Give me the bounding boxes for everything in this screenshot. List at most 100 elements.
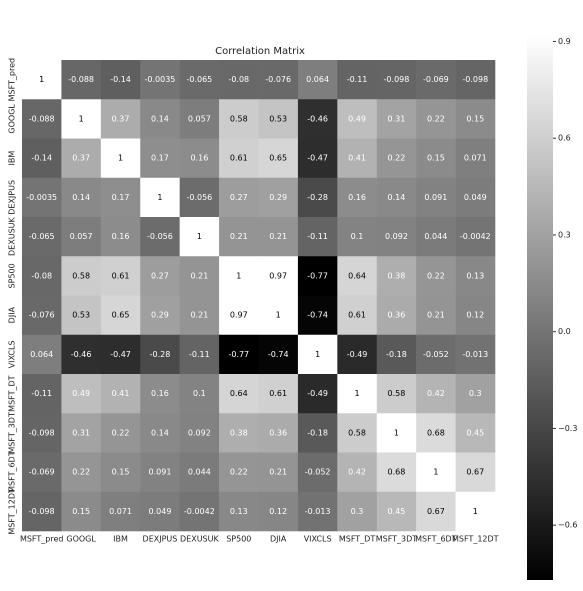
cell-label: 0.61 [348, 311, 366, 320]
heatmap-cell [179, 452, 220, 493]
cell-label: 0.61 [112, 271, 130, 280]
cell-label: 0.21 [269, 468, 287, 477]
heatmap-cell [140, 413, 180, 453]
y-tick-label: GOOGL [8, 104, 17, 134]
cell-label: 1 [433, 468, 438, 477]
cell-label: 0.15 [427, 154, 445, 163]
heatmap-cell [455, 413, 496, 453]
heatmap-cell [337, 138, 378, 179]
cell-label: 0.37 [72, 154, 90, 163]
heatmap-cell [219, 177, 259, 218]
cell-label: 0.22 [427, 271, 445, 280]
heatmap-cell [337, 60, 378, 100]
heatmap-cell [376, 99, 417, 139]
heatmap-cell [455, 60, 496, 100]
cell-label: 0.14 [151, 114, 169, 123]
heatmap-cell [219, 491, 259, 532]
heatmap-cell [337, 256, 378, 296]
heatmap-cell [22, 413, 62, 453]
heatmap-cell [416, 217, 456, 257]
cell-label: -0.14 [110, 75, 131, 84]
y-tick-label: MSFT_3DT [8, 412, 17, 454]
cell-label: -0.056 [186, 193, 212, 202]
cell-label: 0.68 [427, 428, 445, 437]
heatmap-cell [416, 60, 456, 100]
heatmap-cell [61, 217, 102, 257]
cell-label: -0.076 [29, 311, 55, 320]
heatmap-cell [416, 99, 456, 139]
heatmap-cell [258, 99, 299, 139]
cell-label: 0.49 [348, 114, 366, 123]
heatmap-cell [179, 60, 220, 100]
heatmap-cell [219, 334, 259, 375]
cell-label: 0.58 [72, 271, 90, 280]
heatmap-cell [297, 295, 338, 336]
colorbar [527, 35, 553, 580]
cell-label: 0.41 [348, 154, 366, 163]
heatmap-cell [140, 491, 180, 532]
cell-label: 0.67 [466, 468, 484, 477]
heatmap-cell [179, 374, 220, 414]
cell-label: -0.46 [307, 114, 328, 123]
cell-label: 0.17 [112, 193, 130, 202]
cell-label: 0.057 [188, 114, 211, 123]
cell-label: 0.38 [388, 271, 406, 280]
heatmap-cell [258, 138, 299, 179]
heatmap-cell [297, 413, 338, 453]
heatmap-cell [100, 452, 141, 493]
heatmap-cell [337, 217, 378, 257]
cell-label: -0.46 [71, 350, 92, 359]
heatmap-cell [140, 177, 180, 218]
cell-label: 0.21 [269, 232, 287, 241]
cell-label: -0.098 [29, 507, 55, 516]
y-tick-label: SP500 [8, 263, 17, 288]
cell-label: 1 [157, 193, 162, 202]
cell-label: -0.056 [147, 232, 173, 241]
x-tick-label: DEXJPUS [143, 535, 178, 544]
heatmap-cell [22, 491, 62, 532]
cell-label: 0.3 [351, 507, 364, 516]
heatmap-cell [258, 217, 299, 257]
cell-label: -0.052 [305, 468, 331, 477]
cell-label: 0.31 [388, 114, 406, 123]
heatmap-cell [140, 334, 180, 375]
heatmap-cell [376, 217, 417, 257]
cell-label: -0.18 [386, 350, 407, 359]
cell-label: 1 [276, 311, 281, 320]
cell-label: -0.11 [189, 350, 210, 359]
heatmap-cell [297, 452, 338, 493]
heatmap-cell [376, 374, 417, 414]
heatmap-cell [179, 334, 220, 375]
heatmap-cell [140, 452, 180, 493]
cell-label: 0.071 [464, 154, 487, 163]
heatmap-cell [258, 374, 299, 414]
x-tick-label: DEXUSUK [180, 535, 219, 544]
cell-label: 0.61 [269, 389, 287, 398]
cell-label: 0.36 [388, 311, 406, 320]
colorbar-tick-label: −0.3 [558, 424, 577, 433]
heatmap-cell [179, 491, 220, 532]
cell-label: -0.088 [68, 75, 94, 84]
cell-label: -0.013 [462, 350, 488, 359]
heatmap-cell [140, 217, 180, 257]
cell-label: -0.098 [384, 75, 410, 84]
heatmap-cell [22, 452, 62, 493]
cell-label: 0.22 [112, 428, 130, 437]
cell-label: 0.29 [269, 193, 287, 202]
cell-label: 0.071 [109, 507, 132, 516]
y-tick-label: MSFT_pred [8, 58, 17, 102]
colorbar-tick-label: −0.6 [558, 521, 577, 530]
cell-label: 0.3 [469, 389, 482, 398]
heatmap-cell [337, 99, 378, 139]
heatmap-cell [337, 452, 378, 493]
colorbar-tick-label: 0.6 [558, 134, 571, 143]
heatmap-cell [61, 491, 102, 532]
heatmap-cell [61, 452, 102, 493]
cell-label: 0.68 [388, 468, 406, 477]
cell-label: 0.17 [151, 154, 169, 163]
heatmap-cell [376, 452, 417, 493]
heatmap-cell [100, 491, 141, 532]
cell-label: -0.013 [305, 507, 331, 516]
heatmap-cell [100, 295, 141, 336]
